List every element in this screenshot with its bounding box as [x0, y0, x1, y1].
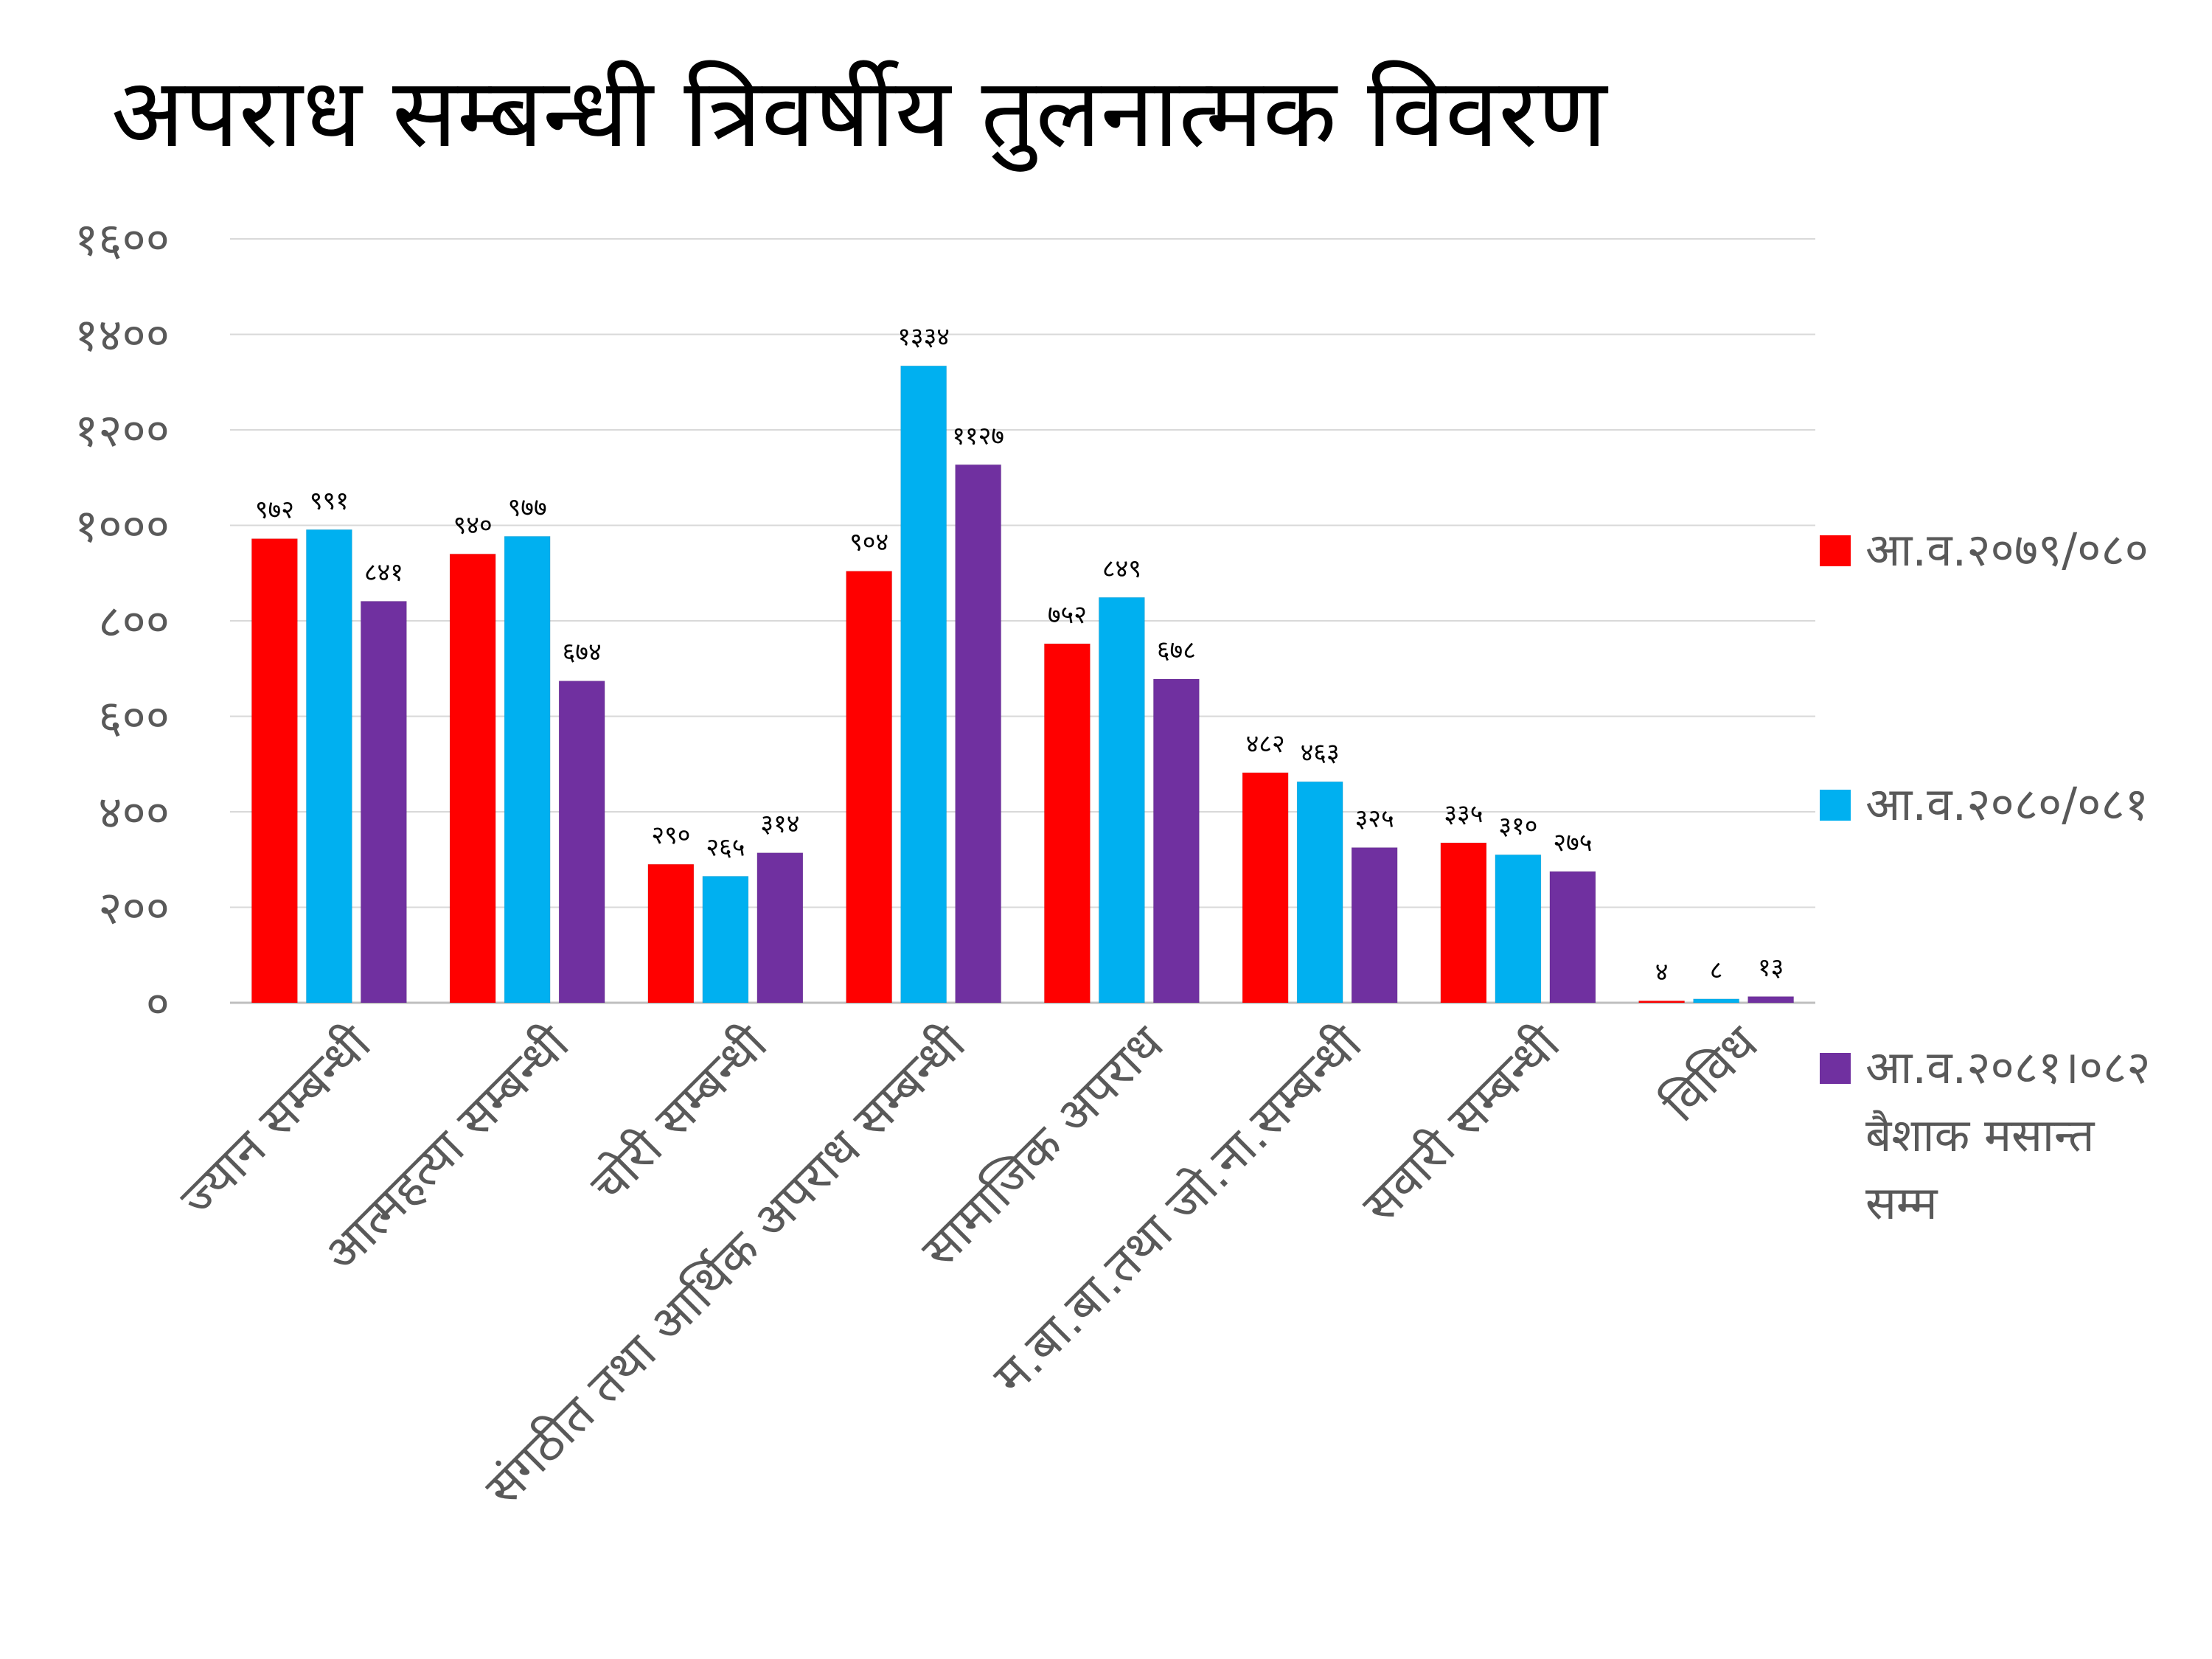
bar	[1152, 678, 1200, 1004]
bar	[1043, 643, 1091, 1004]
legend-swatch	[1820, 1053, 1851, 1084]
bar	[757, 852, 804, 1004]
data-label: ९७७	[508, 493, 547, 522]
legend-label: आ.व.२०७९/०८०	[1865, 523, 2149, 577]
data-label: ३२५	[1355, 804, 1394, 834]
x-category-label: सवारी सम्बन्धी	[1352, 1015, 1571, 1234]
bar	[1638, 1000, 1686, 1004]
data-label: १३	[1758, 953, 1784, 983]
y-tick-label: १२००	[74, 403, 170, 457]
bar	[449, 553, 496, 1004]
y-tick-label: ४००	[98, 785, 170, 839]
data-label: ८४९	[1102, 554, 1141, 583]
data-label: ३१०	[1498, 811, 1537, 841]
y-tick-label: २००	[98, 881, 170, 935]
chart-title: अपराध सम्बन्धी त्रिवर्षीय तुलनात्मक विवर…	[111, 57, 1607, 169]
bar	[251, 538, 298, 1004]
data-label: ८४१	[364, 557, 403, 587]
data-label: ९७२	[255, 495, 294, 525]
legend-swatch	[1820, 535, 1851, 566]
data-label: ८	[1710, 956, 1723, 985]
bar	[1296, 781, 1343, 1004]
data-label: १३३४	[897, 322, 950, 352]
bar	[1098, 597, 1145, 1004]
x-category-label: चोरी सम्बन्धी	[580, 1015, 779, 1214]
y-tick-label: १६००	[74, 212, 170, 266]
data-label: २६५	[706, 832, 745, 862]
bar	[1549, 871, 1596, 1004]
legend-swatch	[1820, 790, 1851, 821]
bar	[900, 365, 947, 1004]
data-label: २७५	[1553, 828, 1592, 858]
x-category-label: म.बा.बा.तथा जो.ना.सम्बन्धी	[982, 1015, 1373, 1405]
x-category-label: ज्यान सम्बन्धी	[170, 1015, 383, 1228]
bar	[1747, 996, 1795, 1004]
y-tick-label: १४००	[74, 308, 170, 362]
data-label: ४६३	[1301, 738, 1340, 768]
bar	[305, 529, 352, 1004]
bar	[1495, 854, 1542, 1004]
legend-label: आ.व.२०८०/०८१	[1865, 777, 2149, 831]
y-tick-label: ६००	[98, 690, 170, 744]
bar	[558, 681, 605, 1004]
x-category-label: विविध	[1652, 1015, 1770, 1133]
data-label: ७५२	[1048, 600, 1087, 630]
bar	[504, 535, 551, 1004]
y-tick-label: १०००	[74, 499, 170, 553]
bar	[846, 571, 893, 1004]
legend-label: आ.व.२०८१।०८२ बैशाक मसान्त सम्म	[1865, 1040, 2151, 1230]
data-label: ९९१	[310, 486, 349, 515]
bar	[1440, 842, 1487, 1004]
data-label: ११२७	[952, 421, 1004, 451]
bar	[360, 600, 407, 1004]
data-label: ४८२	[1246, 729, 1285, 759]
bar	[647, 863, 695, 1004]
data-label: ९०४	[849, 528, 888, 557]
data-label: ६७८	[1157, 636, 1196, 665]
data-label: २९०	[651, 821, 690, 850]
bar	[955, 464, 1002, 1004]
data-label: ९४०	[453, 510, 493, 540]
y-tick-label: ०	[146, 976, 170, 1030]
data-label: ४	[1655, 957, 1669, 987]
data-label: ३१४	[760, 810, 799, 839]
bar	[1351, 847, 1398, 1004]
bar	[702, 875, 749, 1004]
bar	[1693, 998, 1740, 1004]
data-label: ६७४	[563, 638, 602, 667]
bar	[1242, 772, 1289, 1004]
data-label: ३३५	[1444, 799, 1483, 829]
y-tick-label: ८००	[98, 594, 170, 648]
